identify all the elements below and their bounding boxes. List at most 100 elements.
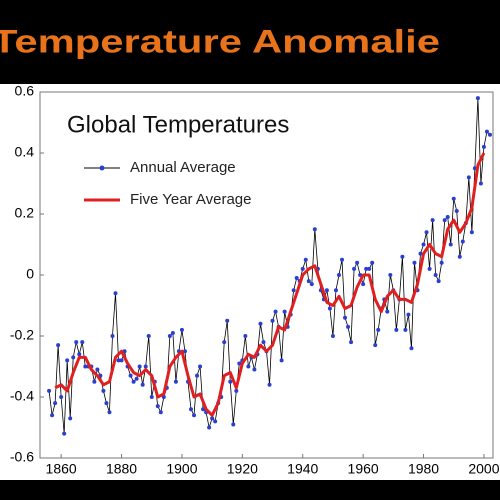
data-point xyxy=(388,273,393,277)
data-point xyxy=(56,343,61,348)
data-point xyxy=(80,340,85,345)
data-point xyxy=(107,410,112,415)
data-point xyxy=(267,382,272,387)
data-point xyxy=(309,282,314,287)
data-point xyxy=(346,324,351,329)
data-point xyxy=(478,181,483,186)
data-point xyxy=(50,413,55,418)
data-point xyxy=(92,379,97,384)
chart-background xyxy=(0,84,500,480)
data-point xyxy=(327,306,332,311)
legend-label: Five Year Average xyxy=(130,191,251,208)
data-point xyxy=(457,254,462,259)
x-tick-label: 1900 xyxy=(166,461,197,477)
data-point xyxy=(246,364,251,369)
data-point xyxy=(427,266,432,271)
data-point xyxy=(228,379,233,384)
data-point xyxy=(131,379,136,384)
data-point xyxy=(77,352,82,357)
data-point xyxy=(170,330,175,335)
data-point xyxy=(333,288,338,293)
data-point xyxy=(182,349,187,354)
data-point xyxy=(487,132,492,137)
chart-subtitle: Global Temperatures xyxy=(67,111,289,138)
data-point xyxy=(225,318,230,323)
y-tick-label: -0.6 xyxy=(10,449,34,465)
x-tick-label: 1980 xyxy=(408,461,439,477)
data-point xyxy=(454,208,459,213)
data-point xyxy=(179,327,184,332)
data-point xyxy=(110,334,115,338)
data-point xyxy=(210,416,215,421)
data-point xyxy=(134,376,139,381)
data-point xyxy=(481,144,486,149)
data-point xyxy=(460,239,465,244)
data-point xyxy=(222,340,227,345)
y-tick-label: 0 xyxy=(26,266,34,282)
data-point xyxy=(65,358,70,363)
y-tick-label: 0.6 xyxy=(15,83,35,99)
data-point xyxy=(158,410,163,415)
data-point xyxy=(367,266,372,271)
data-point xyxy=(137,364,142,369)
data-point xyxy=(312,227,317,232)
data-point xyxy=(364,266,369,271)
data-point xyxy=(234,388,239,393)
data-point xyxy=(448,242,453,247)
legend-label: Annual Average xyxy=(130,159,236,176)
data-point xyxy=(59,395,64,399)
data-point xyxy=(424,230,429,235)
data-point xyxy=(101,388,106,393)
data-point xyxy=(306,279,311,284)
data-point xyxy=(243,334,248,338)
data-point xyxy=(201,407,206,412)
series-line xyxy=(54,152,486,417)
data-point xyxy=(352,266,357,271)
data-point xyxy=(418,251,423,256)
data-point xyxy=(116,358,121,363)
data-point xyxy=(421,242,426,247)
data-point xyxy=(173,379,178,384)
data-point xyxy=(119,358,124,363)
slide-title: Temperature Anomalie xyxy=(0,23,440,59)
data-point xyxy=(207,425,212,430)
data-point xyxy=(192,413,197,418)
data-point xyxy=(231,422,236,427)
data-point xyxy=(140,382,145,387)
data-point xyxy=(167,334,172,338)
y-tick-label: 0.2 xyxy=(15,205,35,221)
data-point xyxy=(412,260,417,265)
data-point xyxy=(47,388,52,393)
data-point xyxy=(149,395,154,399)
data-point xyxy=(74,340,79,345)
data-point xyxy=(294,276,299,281)
data-point xyxy=(62,431,67,436)
data-point xyxy=(430,218,435,223)
data-point xyxy=(361,282,366,287)
data-point xyxy=(155,404,160,409)
data-point xyxy=(113,291,118,296)
data-point xyxy=(300,266,305,271)
data-point xyxy=(71,355,76,360)
data-point xyxy=(261,340,266,345)
data-point xyxy=(406,312,411,317)
data-point xyxy=(258,321,263,326)
data-point xyxy=(373,343,378,348)
legend-marker xyxy=(99,165,105,171)
data-point xyxy=(394,327,399,332)
x-tick-label: 1940 xyxy=(287,461,318,477)
data-point xyxy=(400,254,405,259)
data-point xyxy=(355,260,360,265)
data-point xyxy=(330,334,335,338)
data-point xyxy=(195,373,200,378)
data-point xyxy=(445,215,450,220)
data-point xyxy=(436,279,441,284)
data-point xyxy=(343,315,348,320)
data-point xyxy=(484,129,489,134)
data-point xyxy=(95,367,100,372)
data-point xyxy=(189,407,193,412)
data-point xyxy=(128,373,133,378)
data-point xyxy=(291,288,296,293)
y-tick-label: -0.4 xyxy=(10,388,34,404)
